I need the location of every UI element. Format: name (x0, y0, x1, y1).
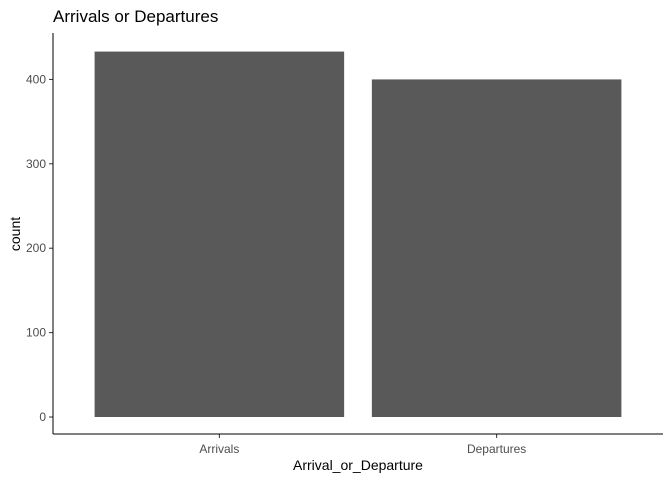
y-tick-label: 0 (39, 410, 46, 424)
x-axis-ticks: Arrivals Departures (199, 434, 526, 456)
y-axis-title: count (7, 217, 23, 251)
y-axis-ticks: 0 100 200 300 400 (26, 72, 53, 424)
x-axis-title: Arrival_or_Departure (293, 457, 423, 473)
bars-group (94, 51, 622, 418)
chart-title: Arrivals or Departures (53, 7, 218, 26)
y-tick-label: 200 (26, 241, 46, 255)
bar-arrivals (94, 51, 345, 418)
y-tick-label: 100 (26, 326, 46, 340)
y-tick-label: 300 (26, 157, 46, 171)
bar-departures (371, 79, 622, 418)
x-tick-label: Arrivals (199, 442, 239, 456)
x-tick-label: Departures (467, 442, 526, 456)
y-tick-label: 400 (26, 72, 46, 86)
